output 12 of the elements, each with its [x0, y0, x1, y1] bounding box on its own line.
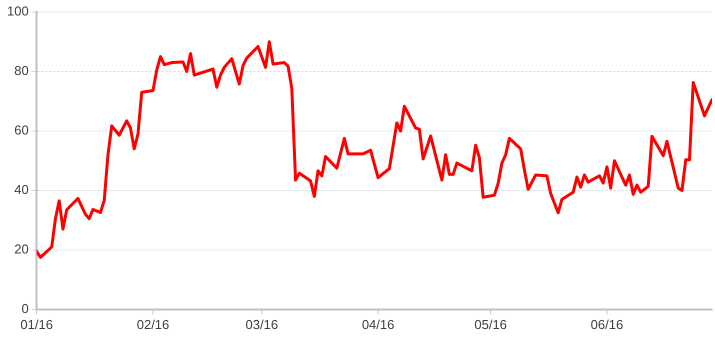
y-tick-label: 20: [14, 242, 29, 256]
x-tick-label: 06/16: [590, 316, 624, 332]
x-tick-label: 02/16: [136, 316, 170, 332]
x-tick-label: 04/16: [362, 316, 394, 332]
y-tick-label: 40: [14, 182, 29, 198]
y-tick-label: 80: [14, 63, 29, 78]
y-tick-label: 0: [21, 300, 29, 316]
y-tick-label: 60: [14, 122, 29, 138]
x-tick-label: 03/16: [246, 316, 278, 332]
x-tick-label: 01/16: [20, 316, 53, 332]
y-tick-label: 100: [6, 4, 29, 19]
x-tick-label: 05/16: [474, 316, 507, 332]
